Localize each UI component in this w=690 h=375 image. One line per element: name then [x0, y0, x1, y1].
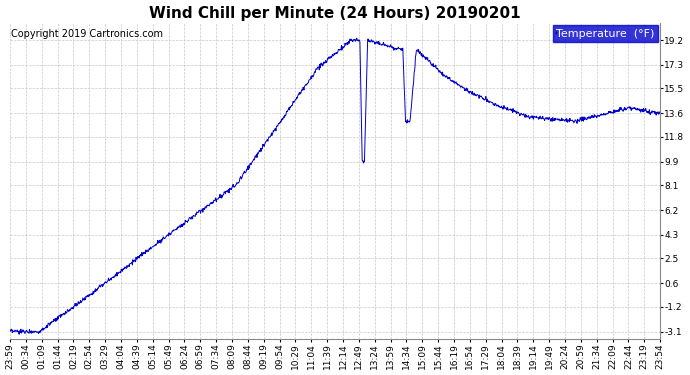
Title: Wind Chill per Minute (24 Hours) 20190201: Wind Chill per Minute (24 Hours) 2019020… [149, 6, 521, 21]
Text: Copyright 2019 Cartronics.com: Copyright 2019 Cartronics.com [11, 29, 164, 39]
Legend: Temperature  (°F): Temperature (°F) [553, 26, 658, 42]
